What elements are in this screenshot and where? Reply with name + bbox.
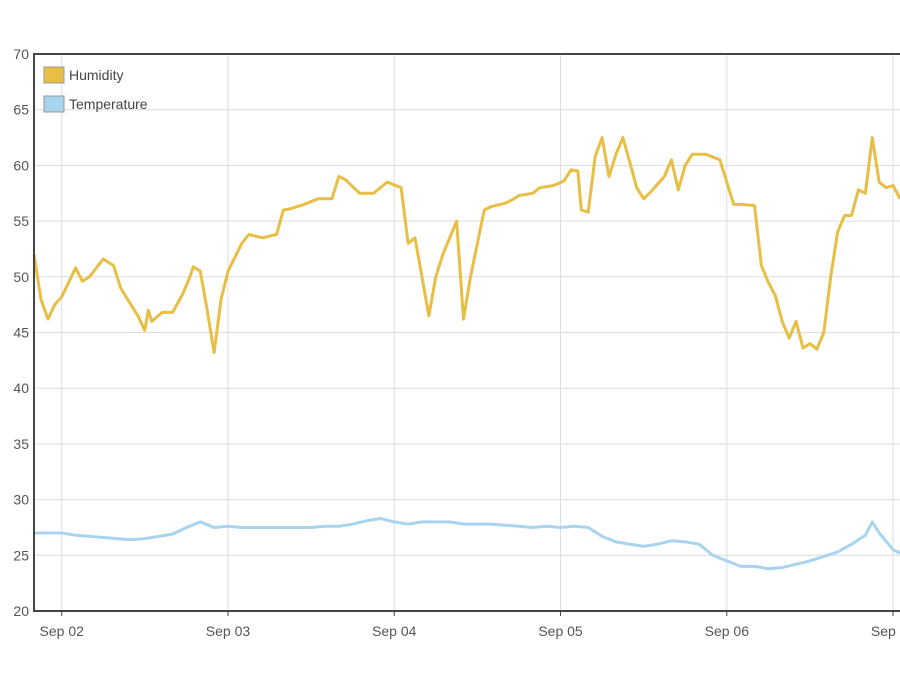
y-tick-label: 40 <box>13 380 29 396</box>
legend-swatch-temperature <box>43 95 65 113</box>
y-tick-label: 25 <box>13 547 29 563</box>
x-tick-label: Sep 05 <box>538 623 583 639</box>
y-tick-label: 70 <box>13 46 29 62</box>
x-tick-label: Sep 02 <box>40 623 85 639</box>
y-tick-label: 65 <box>13 102 29 118</box>
series-line-temperature <box>34 517 900 571</box>
x-tick-label: Sep 03 <box>206 623 251 639</box>
y-tick-label: 45 <box>13 325 29 341</box>
x-tick-label: Sep 07 <box>871 623 900 639</box>
series-line-humidity <box>32 136 900 355</box>
legend-swatch-humidity <box>43 66 65 84</box>
y-tick-label: 55 <box>13 213 29 229</box>
x-tick-label: Sep 04 <box>372 623 417 639</box>
series-layer <box>32 136 900 571</box>
axis-ticks: 20 25 30 35 40 45 50 55 60 65 70 Sep 02 Sep 03 Sep 04… <box>13 46 900 639</box>
y-tick-label: 50 <box>13 269 29 285</box>
y-tick-label: 30 <box>13 492 29 508</box>
y-tick-label: 35 <box>13 436 29 452</box>
grid-lines <box>34 53 900 612</box>
legend-label-temperature: Temperature <box>69 96 148 112</box>
y-tick-label: 20 <box>13 603 29 619</box>
plot-frame <box>33 53 900 612</box>
y-tick-label: 60 <box>13 157 29 173</box>
x-tick-label: Sep 06 <box>705 623 750 639</box>
legend-label-humidity: Humidity <box>69 67 123 83</box>
legend: Humidity Temperature <box>43 66 148 113</box>
